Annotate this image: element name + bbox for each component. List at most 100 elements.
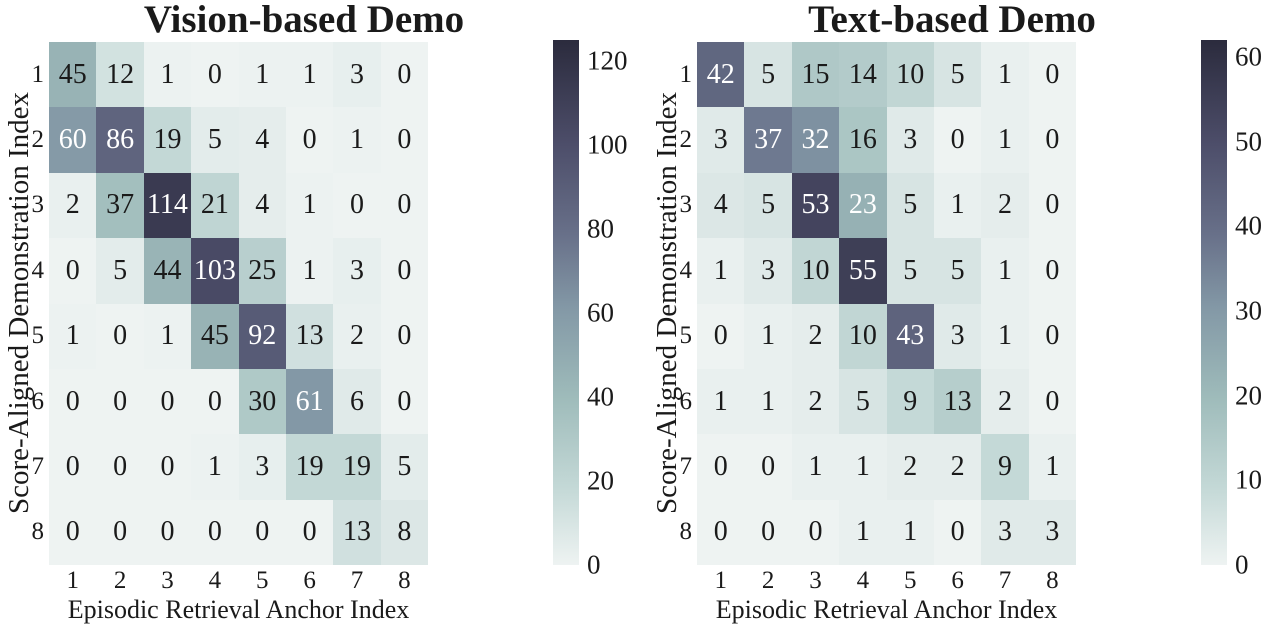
y-tick-label: 7 [679,452,693,480]
colorbar [1201,40,1227,565]
heatmap-cell: 13 [933,368,982,435]
colorbar-ticks: 120 100 80 60 40 20 0 [587,40,647,578]
x-tick-label: 5 [903,567,917,594]
heatmap-cell: 3 [333,42,381,108]
x-tick-label: 6 [951,567,964,594]
colorbar-tick-label: 80 [587,213,614,244]
x-tick-label: 2 [113,567,127,594]
heatmap-cell: 2 [49,172,97,239]
x-tick-label: 6 [303,567,316,594]
heatmap-cell: 92 [238,303,286,369]
heatmap-cell: 0 [1028,172,1076,239]
y-tick-label: 2 [31,126,45,154]
heatmap-cell: 1 [933,172,982,239]
x-tick-label: 7 [350,567,364,594]
colorbar-tick-label: 10 [1235,464,1262,495]
heatmap-cell: 1 [791,434,840,500]
heatmap-cell: 1 [1028,434,1076,500]
colorbar-tick-label: 120 [587,45,628,76]
heatmap-cell: 0 [697,434,745,500]
colorbar-tick-label: 40 [1235,210,1262,241]
heatmap-cell: 5 [191,107,239,173]
heatmap-cell: 16 [839,107,887,173]
x-axis-label: Episodic Retrieval Anchor Index [67,595,410,624]
heatmap-cell: 0 [933,499,982,565]
heatmap-cell: 0 [380,172,428,239]
heatmap-cell: 1 [697,238,745,304]
heatmap-cell: 10 [791,238,840,304]
heatmap-cell: 45 [49,42,97,108]
heatmap-cell: 0 [791,499,840,565]
heatmap-cell: 86 [96,107,144,173]
heatmap-cell: 5 [380,434,428,500]
heatmap-cell: 5 [933,238,982,304]
heatmap-cell: 0 [1028,107,1076,173]
colorbar-tick-label: 20 [1235,380,1262,411]
heatmap-cell: 0 [1028,368,1076,435]
heatmap-cell: 0 [49,368,97,435]
heatmap-cell: 103 [191,238,239,304]
x-tick-label: 1 [66,567,79,594]
heatmap-cell: 1 [839,434,887,500]
heatmap-cell: 4 [238,107,286,173]
heatmap-cell: 3 [886,107,934,173]
heatmap-cell: 19 [143,107,192,173]
x-tick-label: 4 [856,567,870,594]
colorbar-tick-label: 0 [1235,549,1249,580]
heatmap-cell: 5 [933,42,982,108]
heatmap-cell: 1 [839,499,887,565]
heatmap-cell: 44 [143,238,192,304]
heatmap-cell: 0 [380,42,428,108]
y-tick-label: 8 [31,518,45,546]
heatmap-cell: 0 [744,499,792,565]
heatmap-cell: 61 [285,368,334,435]
heatmap-cell: 8 [380,499,428,565]
heatmap-cell: 5 [839,368,887,435]
colorbar-tick-label: 50 [1235,126,1262,157]
heatmap-cell: 5 [886,238,934,304]
heatmap-cell: 5 [744,172,792,239]
heatmap-cell: 2 [981,368,1029,435]
heatmap-cell: 0 [380,303,428,369]
x-axis-label: Episodic Retrieval Anchor Index [715,595,1058,624]
heatmap-cell: 0 [1028,42,1076,108]
heatmap-cell: 1 [49,303,97,369]
heatmap-cell: 1 [981,107,1029,173]
heatmap-cell: 1 [238,42,286,108]
heatmap-cell: 1 [285,42,334,108]
heatmap-cell: 0 [96,303,144,369]
heatmap-cell: 1 [886,499,934,565]
heatmap-cell: 2 [791,368,840,435]
y-tick-label: 3 [31,191,45,219]
heatmap-cell: 0 [380,368,428,435]
heatmap-cell: 43 [886,303,934,369]
heatmap-cell: 1 [285,172,334,239]
heatmap-cell: 55 [839,238,887,304]
colorbar-tick-label: 30 [1235,295,1262,326]
heatmap-cell: 6 [333,368,381,435]
y-tick-label: 4 [31,256,45,284]
colorbar-tick-label: 0 [587,549,601,580]
heatmap-cell: 0 [697,303,745,369]
heatmap-cell: 0 [96,499,144,565]
x-axis-ticks: 1 2 3 4 5 6 7 8 [49,567,428,595]
heatmap-cell: 3 [744,238,792,304]
heatmap-cell: 0 [380,107,428,173]
y-tick-label: 4 [679,256,693,284]
x-tick-label: 5 [255,567,269,594]
heatmap-cell: 2 [886,434,934,500]
heatmap-cell: 0 [96,434,144,500]
heatmap-cell: 1 [981,303,1029,369]
colorbar [553,40,579,565]
heatmap-cell: 1 [333,107,381,173]
heatmap-cell: 42 [697,42,745,108]
colorbar-tick-label: 60 [587,297,614,328]
heatmap-cell: 0 [143,434,192,500]
heatmap-cell: 2 [333,303,381,369]
heatmap-cell: 0 [96,368,144,435]
heatmap-cell: 1 [143,42,192,108]
heatmap-cell: 9 [886,368,934,435]
heatmap-cell: 37 [744,107,792,173]
x-tick-label: 8 [398,567,411,594]
x-tick-label: 1 [714,567,727,594]
